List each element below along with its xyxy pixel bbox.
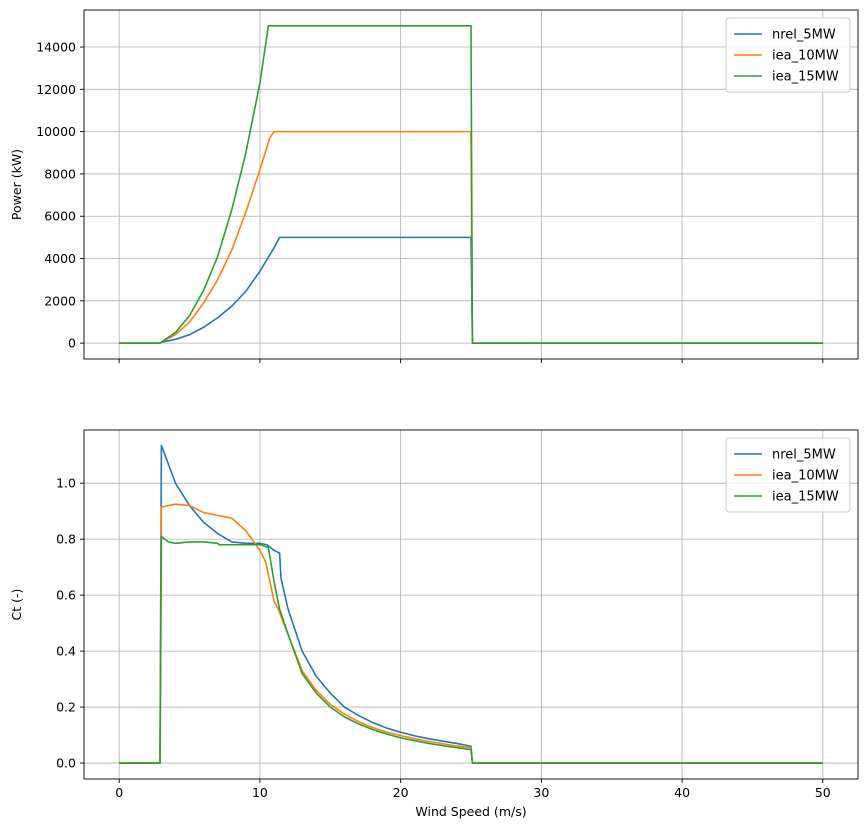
y-tick-label: 0	[68, 336, 76, 351]
ct-chart: 0 10 20 30 40 50 0.0 0.2 0.4 0.6 0.8 1.0 Ct (-) Wind …	[9, 429, 859, 819]
x-tick-label: 20	[393, 785, 409, 800]
legend-label-iea_10MW: iea_10MW	[772, 469, 839, 484]
legend-label-iea_15MW: iea_15MW	[772, 70, 839, 85]
x-tick-label: 30	[533, 785, 549, 800]
legend-label-nrel_5MW: nrel_5MW	[772, 448, 836, 463]
x-tick-label: 40	[674, 785, 690, 800]
x-tick-label: 50	[815, 785, 831, 800]
y-axis-label: Power (kW)	[9, 149, 24, 220]
y-tick-label: 6000	[44, 209, 76, 224]
legend-box	[725, 17, 851, 93]
series-line-iea_15MW	[119, 25, 823, 344]
series-line-iea_10MW	[119, 503, 823, 764]
legend-label-iea_10MW: iea_10MW	[772, 49, 839, 64]
legend-label-iea_15MW: iea_15MW	[772, 490, 839, 505]
series-line-nrel_5MW	[119, 444, 823, 764]
y-tick-label: 0.8	[56, 532, 76, 547]
series-line-iea_15MW	[119, 535, 823, 764]
y-tick-label: 1.0	[56, 476, 76, 491]
y-tick-label: 10000	[36, 124, 76, 139]
plot-frame	[83, 429, 859, 780]
power-chart: 0 2000 4000 6000 8000 10000 12000 14000 Power (k…	[9, 9, 859, 363]
x-axis-label: Wind Speed (m/s)	[415, 804, 526, 819]
y-tick-label: 4000	[44, 251, 76, 266]
legend: nrel_5MW iea_10MW iea_15MW	[725, 17, 851, 93]
y-tick-label: 2000	[44, 293, 76, 308]
y-tick-label: 14000	[36, 40, 76, 55]
y-tick-label: 0.6	[56, 588, 76, 603]
legend: nrel_5MW iea_10MW iea_15MW	[725, 437, 851, 513]
y-tick-label: 0.0	[56, 756, 76, 771]
series-line-nrel_5MW	[119, 236, 823, 344]
y-tick-label: 0.2	[56, 700, 76, 715]
x-tick-label: 0	[115, 785, 123, 800]
x-tick-label: 10	[252, 785, 268, 800]
y-axis-label: Ct (-)	[9, 589, 24, 621]
y-tick-label: 12000	[36, 82, 76, 97]
y-tick-label: 8000	[44, 166, 76, 181]
legend-label-nrel_5MW: nrel_5MW	[772, 28, 836, 43]
y-tick-label: 0.4	[56, 644, 76, 659]
plot-frame	[83, 9, 859, 360]
legend-box	[725, 437, 851, 513]
